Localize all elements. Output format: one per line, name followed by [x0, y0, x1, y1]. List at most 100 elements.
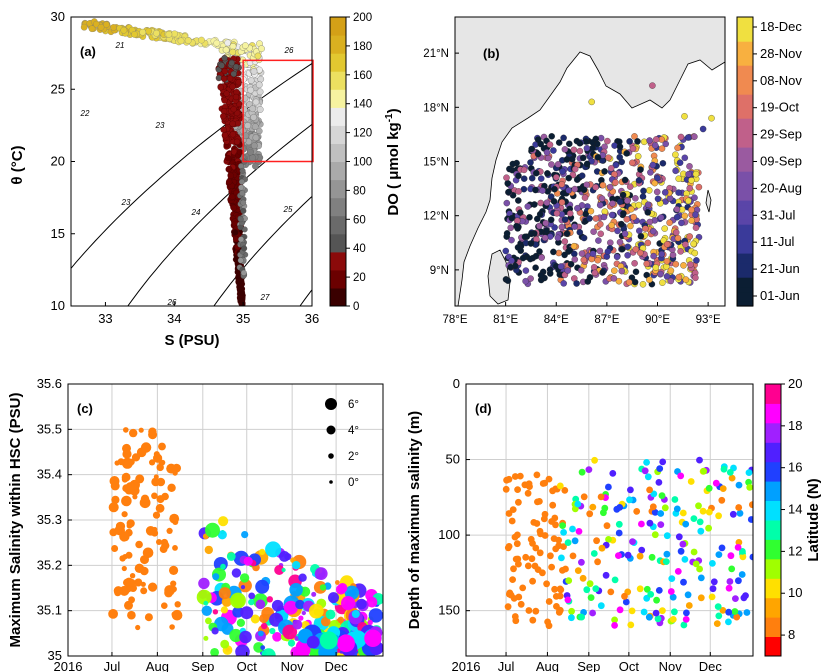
ts-point: [233, 138, 241, 145]
ts-point: [241, 42, 249, 49]
salinity-point: [198, 577, 210, 590]
y-tick-label: 10: [51, 298, 65, 313]
colorbar-segment: [765, 520, 781, 540]
colorbar-segment: [737, 166, 753, 172]
float-point: [566, 210, 574, 217]
depth-point: [504, 603, 512, 611]
depth-point: [680, 578, 687, 586]
salinity-point: [114, 589, 122, 597]
ts-point: [239, 167, 246, 174]
isopycnal-label: 26: [167, 298, 177, 307]
float-point: [632, 268, 640, 276]
colorbar-segment: [737, 262, 753, 268]
salinity-point: [287, 639, 296, 647]
salinity-point: [205, 522, 220, 538]
ts-point: [256, 88, 264, 96]
colorbar-tick-label: 200: [353, 12, 372, 24]
salinity-point: [298, 573, 307, 582]
isopycnal-label: 21: [115, 41, 125, 50]
colorbar-tick-label: 20: [353, 272, 366, 284]
float-point: [654, 195, 662, 203]
float-point: [688, 206, 695, 214]
depth-point: [745, 478, 752, 486]
ts-point: [80, 23, 88, 31]
ts-point: [249, 105, 257, 113]
depth-point: [615, 529, 623, 537]
float-point: [522, 277, 529, 285]
salinity-point: [211, 627, 219, 635]
depth-point: [679, 509, 687, 517]
float-point: [548, 161, 555, 168]
float-point: [675, 189, 682, 196]
salinity-point: [226, 552, 236, 561]
float-point: [503, 199, 511, 207]
float-point: [553, 174, 560, 181]
ts-point: [232, 63, 240, 71]
float-point: [627, 222, 634, 230]
float-point: [574, 204, 581, 212]
colorbar-segment: [765, 578, 781, 599]
colorbar-segment: [737, 94, 753, 100]
depth-scatter: [502, 456, 753, 630]
y-tick-label: 12°N: [423, 211, 449, 223]
float-point: [563, 230, 571, 237]
depth-point: [511, 533, 519, 541]
salinity-point: [255, 599, 266, 610]
colorbar-segment: [737, 171, 753, 177]
depth-point: [743, 609, 751, 616]
x-tick-label: Jul: [104, 659, 121, 672]
salinity-point: [236, 618, 245, 628]
colorbar-segment: [330, 71, 346, 90]
depth-point: [715, 612, 723, 620]
float-point: [543, 199, 551, 206]
depth-point: [590, 550, 598, 557]
colorbar-segment: [737, 219, 753, 225]
depth-point: [603, 522, 611, 530]
depth-point: [580, 493, 588, 501]
salinity-point: [153, 451, 160, 458]
colorbar-tick-label: 18: [788, 418, 802, 433]
salinity-point: [335, 580, 340, 585]
x-tick-label: 2016: [54, 659, 83, 672]
float-point: [687, 261, 694, 268]
depth-point: [508, 517, 516, 525]
colorbar-segment: [765, 481, 781, 501]
ts-point: [145, 27, 153, 35]
salinity-point: [172, 519, 179, 525]
float-point: [576, 147, 584, 155]
depth-point: [653, 596, 660, 604]
salinity-point: [243, 556, 253, 566]
float-point: [532, 264, 539, 271]
float-point: [615, 277, 623, 285]
colorbar-tick-label: 01-Jun: [760, 288, 800, 303]
isopycnal-line: [127, 123, 312, 306]
depth-point: [586, 580, 594, 588]
ts-point: [251, 142, 258, 150]
colorbar-segment: [737, 185, 753, 191]
float-point: [692, 224, 700, 231]
float-point: [520, 175, 528, 182]
float-point: [685, 170, 692, 178]
ts-point: [252, 98, 260, 106]
colorbar-tick-label: 40: [353, 243, 366, 255]
float-point: [505, 188, 512, 196]
depth-point: [545, 598, 553, 605]
colorbar-tick-label: 29-Sep: [760, 127, 802, 142]
depth-point: [640, 608, 648, 616]
float-point: [629, 145, 637, 152]
float-point: [537, 175, 545, 182]
float-point: [591, 269, 599, 277]
float-point: [667, 267, 675, 274]
float-point: [616, 153, 623, 161]
depth-point: [654, 615, 662, 623]
float-point: [678, 219, 685, 227]
colorbar-segment: [737, 209, 753, 216]
float-point: [571, 223, 578, 230]
float-point: [674, 234, 682, 242]
salinity-point: [265, 541, 282, 558]
colorbar-segment: [737, 272, 753, 278]
depth-point: [529, 540, 536, 547]
colorbar-tick-label: 140: [353, 99, 372, 111]
colorbar-segment: [737, 195, 753, 201]
salinity-point: [155, 503, 165, 513]
